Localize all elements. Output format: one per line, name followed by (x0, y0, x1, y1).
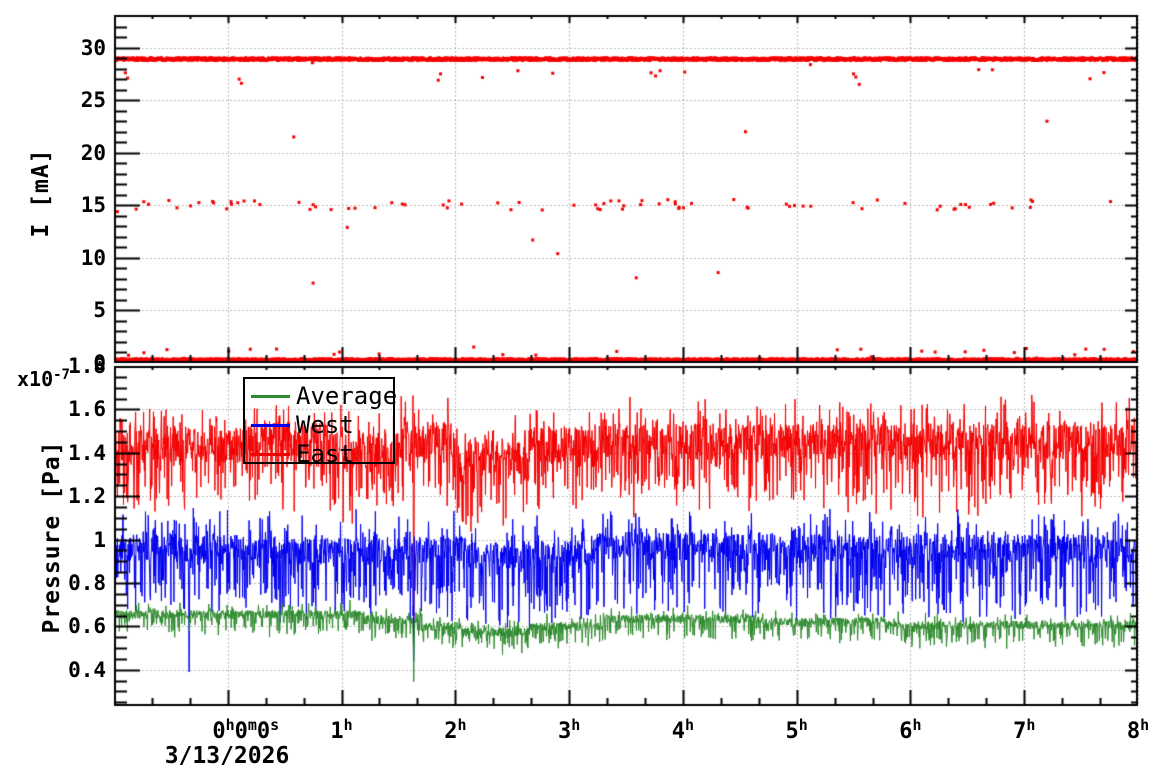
top-y-tick-label: 0 (93, 351, 106, 375)
legend-line-east (251, 453, 290, 456)
top-y-tick-label: 25 (80, 88, 106, 112)
legend-entry-east: East (251, 440, 393, 469)
top-y-tick-label: 15 (80, 193, 106, 217)
scale-mantissa: x10 (17, 367, 54, 391)
legend-line-west (251, 424, 290, 427)
bottom-y-tick-label: 0.6 (68, 614, 106, 638)
x-tick-label: 0h0m0s (212, 716, 280, 744)
x-tick-label: 8h (1126, 716, 1150, 744)
x-tick-label: 6h (899, 716, 922, 744)
bottom-y-tick-label: 1.8 (68, 354, 106, 378)
scale-exponent: -7 (53, 367, 70, 383)
bottom-y-tick-label: 0.4 (68, 658, 106, 682)
top-y-tick-label: 5 (93, 298, 106, 322)
x-tick-label: 4h (671, 716, 695, 744)
legend-entry-west: West (251, 411, 393, 440)
legend-line-average (251, 395, 290, 398)
x-tick-label: 2h (444, 716, 467, 744)
x-axis-date-label: 3/13/2026 (164, 743, 290, 769)
legend-label-east: East (296, 440, 354, 468)
top-y-tick-label: 10 (80, 246, 106, 270)
top-y-tick-label: 30 (80, 36, 106, 60)
legend: Average West East (243, 377, 397, 468)
legend-entry-average: Average (251, 382, 397, 411)
bottom-y-tick-label: 1.6 (68, 397, 106, 421)
bottom-y-tick-label: 1 (93, 528, 106, 552)
x-tick-label: 5h (785, 716, 808, 744)
x-tick-label: 3h (557, 716, 581, 744)
x-tick-label: 7h (1013, 716, 1036, 744)
bottom-y-tick-label: 0.8 (68, 571, 106, 595)
x-tick-label: 1h (330, 716, 353, 744)
bottom-y-tick-label: 1.4 (68, 441, 106, 465)
top-y-tick-label: 20 (80, 141, 106, 165)
bottom-y-tick-label: 1.2 (68, 484, 106, 508)
legend-label-average: Average (296, 382, 398, 410)
pressure-scale-label: x10-7 (17, 367, 70, 391)
legend-label-west: West (296, 411, 354, 439)
